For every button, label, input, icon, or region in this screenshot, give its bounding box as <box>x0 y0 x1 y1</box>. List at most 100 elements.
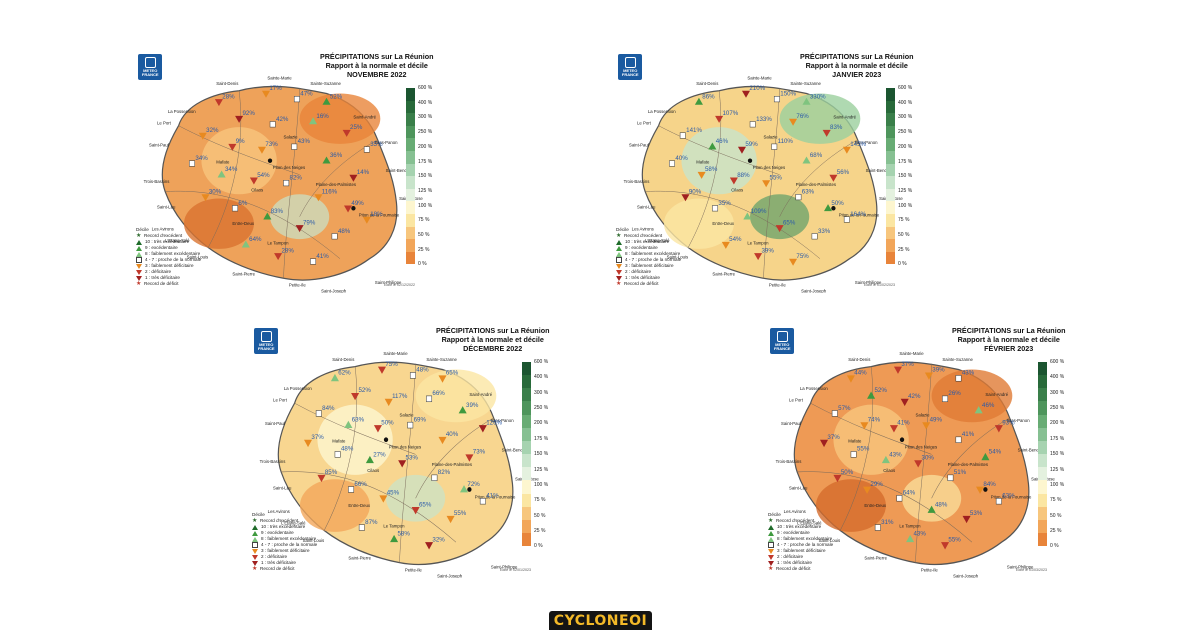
scale-label: 300 % <box>418 114 433 121</box>
legend-label: 8 : faiblement excédentaire <box>145 251 201 256</box>
decile-marker <box>955 436 962 443</box>
legend-item: ★ Record de déficit <box>768 566 833 572</box>
decile-marker <box>681 194 690 202</box>
legend-label: 8 : faiblement excédentaire <box>777 536 833 541</box>
legend-label: 2 : déficitaire <box>261 554 288 559</box>
map-title: PRÉCIPITATIONS sur La Réunion Rapport à l… <box>307 52 447 79</box>
precip-value-label: 110% <box>778 138 794 145</box>
decile-marker <box>365 455 374 464</box>
triangle-down-red-icon <box>252 554 258 560</box>
decile-marker <box>322 156 331 164</box>
precip-value-label: 93% <box>1002 419 1015 426</box>
precip-value-label: 37% <box>311 434 324 441</box>
place-name-label: Piton de la Fournaise <box>475 494 516 499</box>
precip-value-label: 86% <box>702 93 715 100</box>
precip-value-label: 65% <box>446 369 459 376</box>
legend-item: 10 : très excédentaire <box>252 524 317 530</box>
precip-value-label: 40% <box>675 155 688 162</box>
decile-marker <box>274 253 283 261</box>
precip-value-label: 62% <box>338 369 351 376</box>
star-green-icon: ★ <box>252 517 258 524</box>
legend-item: 10 : très excédentaire <box>616 239 681 245</box>
legend-item: ★ Record de déficit <box>252 566 317 572</box>
precip-value-label: 50% <box>841 469 854 476</box>
decile-marker <box>715 115 724 123</box>
place-name-label: Saint-Louis <box>667 255 689 260</box>
scale-label: 50 % <box>898 232 910 238</box>
place-name-label: Saint-Paul <box>781 421 801 426</box>
triangle-down-red-icon <box>616 269 622 275</box>
place-name-label: Saint-Joseph <box>437 573 463 578</box>
star-green-icon: ★ <box>616 232 622 239</box>
triangle-down-orange-icon <box>136 263 142 269</box>
place-name-label: Saint-Pierre <box>864 556 887 561</box>
map-month: DÉCEMBRE 2022 <box>463 344 523 353</box>
place-name-label: Saint-Philippe <box>855 280 882 285</box>
logo-text: METEO <box>623 68 638 73</box>
map-title-line: Rapport à la normale et décile <box>325 61 428 70</box>
place-name-label: Saint-Joseph <box>801 288 827 293</box>
precip-value-label: 43% <box>962 369 975 376</box>
decile-marker <box>249 177 258 185</box>
precip-value-label: 145% <box>850 141 866 148</box>
precip-value-label: 58% <box>705 166 718 173</box>
legend-item: 8 : faiblement excédentaire <box>616 251 681 257</box>
square-white-icon <box>616 257 622 263</box>
precip-value-label: 45% <box>387 489 400 496</box>
place-name-label: Saint-Pierre <box>712 271 735 276</box>
precip-value-label: 58% <box>397 530 410 537</box>
decile-legend: Décile ★ Record d'excédent 10 : très excéde… <box>252 512 317 572</box>
scale-label: 100 % <box>1050 481 1065 488</box>
scale-label: 400 % <box>898 99 913 106</box>
precip-value-label: 18% <box>370 211 383 218</box>
decile-marker <box>283 180 290 187</box>
decile-marker <box>358 524 365 531</box>
logo-mark-icon <box>624 57 636 68</box>
star-red-icon: ★ <box>252 565 258 572</box>
precip-value-label: 9% <box>236 138 245 145</box>
edition-date: Edité le 02/12/2022 <box>384 283 415 287</box>
triangle-down-orange-icon <box>616 263 622 269</box>
precip-value-label: 69% <box>414 416 427 423</box>
decile-marker <box>708 142 717 150</box>
scale-label: 75 % <box>1050 497 1062 504</box>
place-name-label: Piton des Neiges <box>753 165 786 170</box>
map-title-line: PRÉCIPITATIONS sur La Réunion <box>319 52 434 61</box>
precip-value-label: 82% <box>290 175 303 182</box>
place-name-label: Saint-André <box>833 115 856 120</box>
decile-marker <box>384 398 393 407</box>
decile-marker <box>773 96 780 103</box>
decile-marker <box>303 439 313 448</box>
precip-value-label: 330% <box>810 93 826 100</box>
map-title: PRÉCIPITATIONS sur La Réunion Rapport à l… <box>423 326 563 353</box>
scale-label: 600 % <box>1050 359 1065 365</box>
decile-marker <box>269 121 276 128</box>
precip-value-label: 82% <box>438 469 451 476</box>
place-name-label: Sainte-Suzanne <box>426 357 457 362</box>
precip-value-label: 32% <box>206 127 219 134</box>
legend-item: 1 : très déficitaire <box>252 560 317 566</box>
precip-value-label: 33% <box>818 228 831 235</box>
square-white-icon <box>252 542 258 548</box>
place-name-label: Saint-Benoît <box>866 168 890 173</box>
decile-marker <box>762 180 771 188</box>
place-name-label: La Possession <box>284 386 312 391</box>
decile-marker <box>789 258 798 266</box>
decile-marker <box>850 451 857 458</box>
precip-value-label: 54% <box>729 236 742 243</box>
precip-value-label: 87% <box>365 519 378 526</box>
place-name-label: Saint-Joseph <box>953 573 979 578</box>
logo-text: FRANCE <box>141 72 159 77</box>
decile-marker <box>438 375 447 383</box>
decile-marker <box>379 495 388 503</box>
decile-legend: Décile ★ Record d'excédent 10 : très excéde… <box>768 512 833 572</box>
map-title-line: Rapport à la normale et décile <box>957 335 1060 344</box>
decile-marker <box>994 425 1003 433</box>
triangle-green-icon <box>616 245 622 251</box>
place-name-label: Plaine-des-Palmistes <box>316 182 357 187</box>
place-name-label: Saint-Benoît <box>386 168 410 173</box>
place-name-label: Saint-Philippe <box>491 564 518 569</box>
logo-text: FRANCE <box>257 346 275 351</box>
precip-value-label: 53% <box>970 510 983 517</box>
decile-marker <box>261 90 271 98</box>
